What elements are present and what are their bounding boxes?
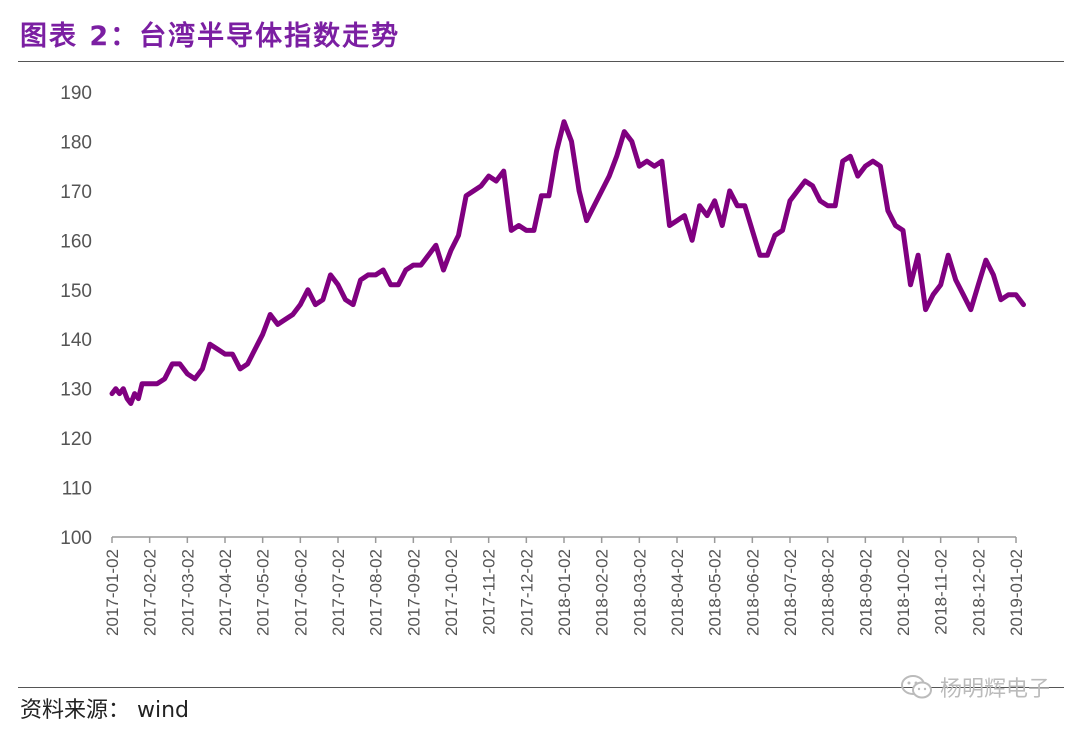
source-note: 资料来源： wind bbox=[20, 698, 190, 723]
x-tick-label: 2017-04-02 bbox=[216, 549, 235, 636]
x-tick-label: 2017-09-02 bbox=[404, 549, 423, 636]
x-tick-label: 2018-01-02 bbox=[555, 549, 574, 636]
y-axis: 100 110 120 130 140 150 160 170 180 190 bbox=[60, 83, 92, 549]
series-group bbox=[109, 119, 1026, 406]
x-tick-label: 2017-02-02 bbox=[141, 549, 160, 636]
x-tick-label: 2018-11-02 bbox=[932, 549, 951, 635]
x-tick-label: 2018-09-02 bbox=[856, 549, 875, 636]
y-tick-label: 110 bbox=[62, 479, 92, 500]
y-tick-label: 170 bbox=[60, 182, 92, 203]
bottom-rule bbox=[18, 687, 1064, 688]
y-tick-label: 100 bbox=[60, 528, 92, 549]
x-tick-label: 2018-12-02 bbox=[969, 549, 988, 636]
top-rule bbox=[18, 61, 1064, 62]
x-tick-label: 2019-01-02 bbox=[1007, 549, 1026, 636]
x-tick-label: 2018-10-02 bbox=[894, 549, 913, 636]
watermark-text: 杨明辉电子 bbox=[939, 677, 1050, 702]
y-tick-label: 180 bbox=[60, 132, 92, 153]
x-tick-label: 2017-01-02 bbox=[103, 549, 122, 636]
x-axis: 2017-01-02 2017-02-02 2017-03-02 2017-04-02… bbox=[103, 536, 1026, 636]
x-tick-label: 2017-12-02 bbox=[517, 549, 536, 636]
x-tick-label: 2017-11-02 bbox=[480, 549, 499, 635]
x-tick-label: 2018-07-02 bbox=[781, 549, 800, 636]
x-tick-label: 2018-08-02 bbox=[819, 549, 838, 636]
x-tick-label: 2018-04-02 bbox=[668, 549, 687, 636]
line-chart: 100 110 120 130 140 150 160 170 180 190 2017-01-0… bbox=[60, 83, 1026, 636]
chart-title: 图表 2：台湾半导体指数走势 bbox=[20, 21, 401, 52]
x-tick-label: 2017-08-02 bbox=[367, 549, 386, 636]
x-tick-label: 2017-07-02 bbox=[329, 549, 348, 636]
watermark: 杨明辉电子 bbox=[900, 671, 1050, 703]
x-tick-label: 2017-10-02 bbox=[442, 549, 461, 636]
x-tick-label: 2017-03-02 bbox=[178, 549, 197, 636]
y-tick-label: 150 bbox=[60, 281, 92, 302]
x-tick-label: 2018-05-02 bbox=[706, 549, 725, 636]
x-tick-label: 2017-05-02 bbox=[254, 549, 273, 636]
series-line bbox=[109, 119, 1026, 406]
x-tick-label: 2017-06-02 bbox=[291, 549, 310, 636]
wechat-icon bbox=[900, 675, 932, 699]
y-tick-label: 130 bbox=[60, 380, 92, 401]
y-tick-label: 160 bbox=[60, 231, 92, 252]
y-tick-label: 190 bbox=[60, 83, 92, 104]
y-tick-label: 140 bbox=[60, 330, 92, 351]
y-tick-label: 120 bbox=[60, 429, 92, 450]
x-tick-label: 2018-03-02 bbox=[630, 549, 649, 636]
x-tick-label: 2018-02-02 bbox=[593, 549, 612, 636]
x-tick-label: 2018-06-02 bbox=[743, 549, 762, 636]
